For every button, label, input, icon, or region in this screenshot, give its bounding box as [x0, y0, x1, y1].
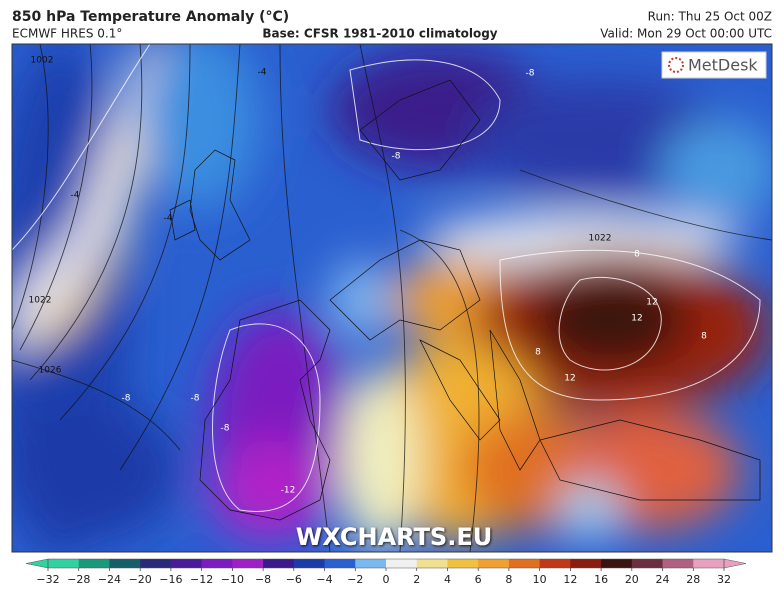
contour-label: 12	[564, 374, 575, 384]
isobars	[12, 44, 772, 552]
colorbar-tick-label: 4	[444, 573, 451, 586]
colorbar-segment	[263, 559, 295, 568]
colorbar-tick-label: 0	[383, 573, 390, 586]
contour-label: -4	[258, 68, 267, 78]
colorbar-segment	[601, 559, 633, 568]
colorbar-tick-label: −28	[67, 573, 90, 586]
colorbar-tick-label: −12	[190, 573, 213, 586]
colorbar-segment	[232, 559, 264, 568]
map: 1002 -4 -4 -4 1022 1026 -8 -8 -8 -8 -8 -12 1022 8 12 12…	[12, 44, 772, 552]
colorbar-segment	[324, 559, 356, 568]
colorbar-tick-label: −4	[316, 573, 332, 586]
colorbar-segment	[662, 559, 694, 568]
contour-label: -8	[526, 69, 535, 79]
colorbar-segment	[78, 559, 110, 568]
colorbar-segment	[539, 559, 571, 568]
colorbar-tick-label: −2	[347, 573, 363, 586]
logo-box	[661, 51, 767, 79]
anomaly-contours	[12, 44, 761, 512]
contour-label: -4	[71, 191, 80, 201]
colorbar-segment	[508, 559, 541, 568]
contour-label: 1026	[39, 366, 62, 376]
run-time: Run: Thu 25 Oct 00Z	[648, 10, 772, 24]
contour-label: 1022	[589, 234, 612, 244]
colorbar-tick-label: 2	[413, 573, 420, 586]
colorbar-segment	[693, 559, 725, 568]
contour-label: -8	[392, 152, 401, 162]
contour-label: 1022	[29, 296, 52, 306]
contour-label: 8	[535, 348, 541, 358]
logo-text: MetDesk	[688, 56, 758, 75]
colorbar-tick-label: 16	[594, 573, 608, 586]
colorbar-tick-label: −32	[36, 573, 59, 586]
coastlines	[169, 79, 761, 521]
colorbar-tick-label: 24	[656, 573, 670, 586]
colorbar-tick-label: 28	[686, 573, 700, 586]
contour-label: -8	[191, 394, 200, 404]
contour-label: 12	[631, 314, 642, 324]
colorbar-segment	[48, 559, 80, 568]
colorbar-tick-label: 20	[625, 573, 639, 586]
colorbar-segment	[447, 559, 479, 568]
colorbar-segment	[355, 559, 387, 568]
colorbar-tick-label: 10	[533, 573, 547, 586]
base-climatology: Base: CFSR 1981-2010 climatology	[262, 27, 497, 41]
colorbar-segment	[386, 559, 418, 568]
colorbar-segment	[478, 559, 510, 568]
colorbar-tick-label: −6	[286, 573, 302, 586]
colorbar: −32 −28 −24 −20 −16 −12 −10 −8 −6 −4 −2 0 2 4 6 8 10 12 16…	[25, 558, 747, 586]
contour-labels: 1002 -4 -4 -4 1022 1026 -8 -8 -8 -8 -8 -12 1022 8 12 12…	[29, 56, 708, 496]
colorbar-segment	[416, 559, 448, 568]
contour-label: -8	[221, 424, 230, 434]
colorbar-tick-label: −8	[255, 573, 271, 586]
contour-label: 1002	[31, 56, 54, 66]
colorbar-segment	[140, 559, 172, 568]
contour-label: -4	[164, 214, 173, 224]
colorbar-tick-label: −24	[98, 573, 121, 586]
contour-label: 12	[646, 298, 657, 308]
colorbar-segment	[109, 559, 141, 568]
colorbar-tick-label: −16	[159, 573, 182, 586]
colorbar-tick-label: −10	[221, 573, 244, 586]
contour-label: 8	[701, 332, 707, 342]
colorbar-arrow-low	[25, 558, 49, 569]
contour-label: -8	[122, 394, 131, 404]
anomaly-field	[12, 44, 772, 552]
colorbar-tick-label: 12	[563, 573, 577, 586]
logo-icon	[668, 57, 684, 73]
colorbar-tick-label: 6	[475, 573, 482, 586]
colorbar-segment	[631, 559, 664, 568]
model-name: ECMWF HRES 0.1°	[12, 27, 122, 41]
colorbar-segment	[570, 559, 602, 568]
colorbar-segment	[293, 559, 326, 568]
colorbar-tick-label: 8	[505, 573, 512, 586]
map-frame	[11, 43, 773, 553]
watermark: WXCHARTS.EU	[296, 523, 492, 551]
map-title: 850 hPa Temperature Anomaly (°C)	[12, 9, 289, 25]
colorbar-segment	[170, 559, 203, 568]
contour-label: 8	[634, 250, 640, 260]
colorbar-tick-label: −20	[129, 573, 152, 586]
colorbar-tick-label: 32	[717, 573, 731, 586]
valid-time: Valid: Mon 29 Oct 00:00 UTC	[600, 27, 772, 41]
colorbar-arrow-high	[723, 558, 747, 569]
contour-label: -12	[281, 486, 296, 496]
colorbar-segment	[201, 559, 233, 568]
